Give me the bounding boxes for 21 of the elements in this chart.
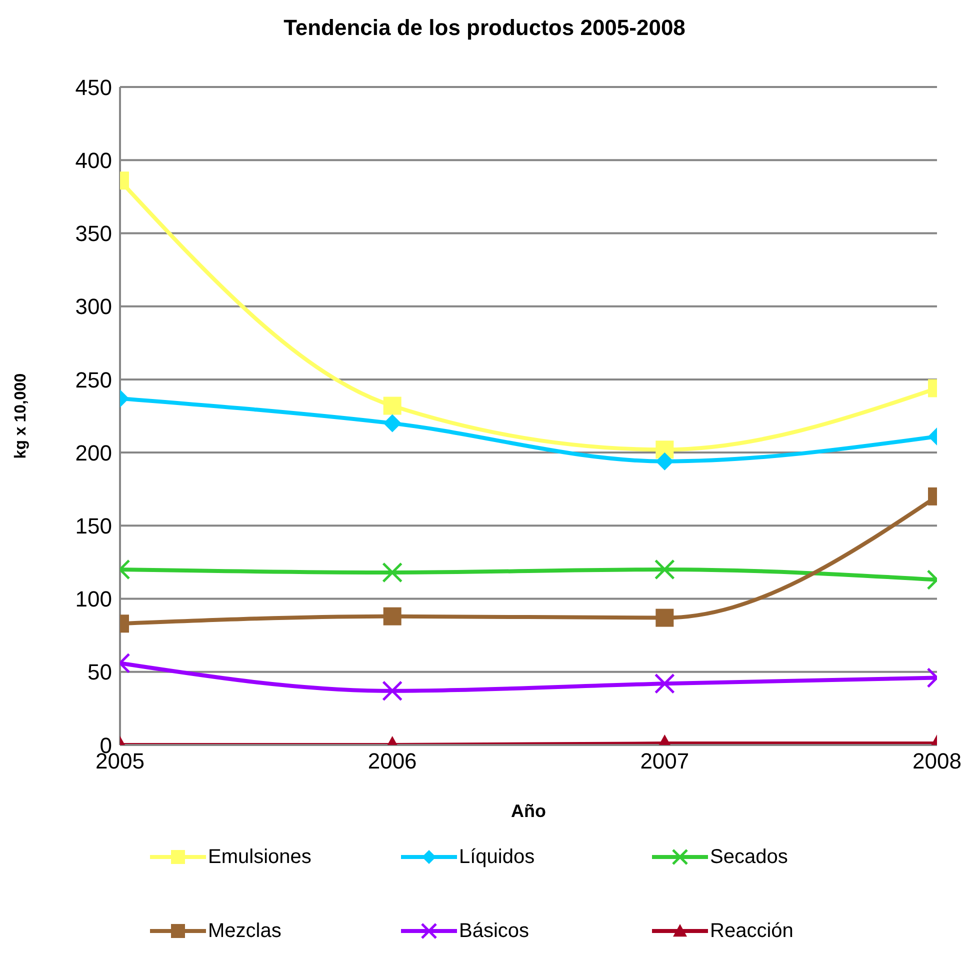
y-axis-title: kg x 10,000 [12,373,30,459]
y-tick-label: 400 [75,148,112,173]
x-tick-label: 2006 [368,748,417,774]
legend-label: Mezclas [208,920,282,942]
x-tick-label: 2007 [640,748,690,774]
x-axis-title: Año [511,801,546,821]
legend-label: Secados [710,846,788,868]
legend-label: Emulsiones [208,846,312,868]
legend-label: Líquidos [459,846,535,868]
y-tick-label: 350 [75,221,112,246]
legend-label: Básicos [459,920,530,942]
y-tick-label: 150 [75,513,112,538]
y-tick-label: 250 [75,367,112,392]
y-tick-label: 450 [75,74,112,100]
y-tick-label: 200 [75,440,112,466]
y-tick-label: 100 [75,586,112,612]
chart-title: Tendencia de los productos 2005-2008 [282,14,686,42]
x-tick-label: 2008 [912,748,962,774]
y-tick-label: 50 [88,660,112,685]
legend-label: Reacción [710,920,794,942]
y-tick-label: 300 [75,294,112,320]
